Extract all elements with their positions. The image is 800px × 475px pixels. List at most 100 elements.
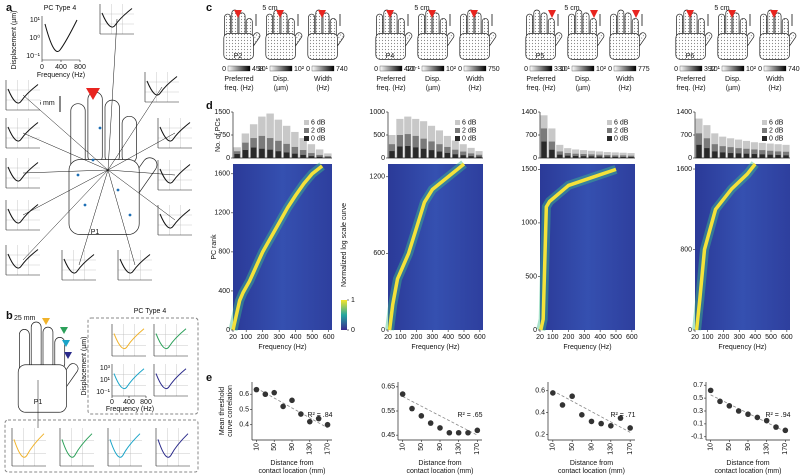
connector: [22, 132, 109, 171]
y-tick-label: 0: [226, 327, 230, 334]
legend-label: 0 dB: [769, 135, 784, 142]
x-tick-label: 170: [324, 443, 331, 455]
hist-bar: [759, 150, 766, 158]
hist-bar: [611, 152, 619, 158]
colorbar-min: 10¹: [560, 66, 571, 73]
hist-bar: [308, 156, 315, 158]
participant-label: P4: [386, 53, 395, 60]
hist-bar: [307, 144, 316, 158]
x-tick-label: 100: [395, 334, 407, 341]
hand-b-palm: [17, 364, 67, 413]
mini-plot-curve: [119, 254, 151, 274]
point: [588, 418, 595, 425]
y-tick-label: 0: [688, 155, 692, 162]
x-tick-label: 200: [563, 334, 575, 341]
point: [437, 425, 443, 431]
colorbar-label: (µm): [576, 85, 591, 92]
contact-dot: [91, 158, 95, 162]
legend-swatch: [762, 128, 767, 133]
x-axis-label: Frequency (Hz): [718, 344, 766, 351]
x-tick-label: 10: [550, 443, 557, 451]
x-tick-label: 170: [474, 443, 481, 455]
hist-bar: [612, 155, 619, 158]
hist-bar: [759, 154, 765, 158]
mini-plot: [60, 428, 94, 466]
inset-xtick-label: 400: [123, 399, 135, 406]
inset-curve: [44, 19, 78, 52]
y-tick-label: 800: [218, 249, 230, 256]
point: [315, 415, 322, 422]
connector: [78, 169, 109, 266]
scale-label: 5 cm: [564, 5, 579, 12]
hand-a-finger: [121, 115, 137, 164]
marker: [632, 10, 640, 18]
hist-bar: [444, 152, 450, 158]
point: [280, 403, 286, 410]
colorbar: [679, 65, 703, 72]
colorbar-max: 10²: [446, 66, 457, 73]
hist-bar: [612, 156, 618, 158]
point: [707, 387, 714, 394]
hist-bar: [468, 156, 474, 158]
hist-bar: [413, 147, 419, 158]
colorbar-label: Preferred: [376, 76, 405, 83]
colorbar-label: (µm): [426, 85, 441, 92]
colorbar-label: (Hz): [768, 85, 781, 92]
legend-swatch: [304, 120, 309, 125]
heatmap: [388, 164, 483, 330]
y-tick-label: 0.2: [535, 431, 545, 438]
hist-bar: [242, 150, 249, 158]
hist-bar: [428, 150, 435, 158]
legend-label: 0 dB: [614, 135, 629, 142]
y-tick-label: 1600: [676, 166, 692, 173]
scale-label: 5 cm: [414, 5, 429, 12]
hist-bar: [275, 140, 282, 158]
x-tick-label: 10: [400, 443, 407, 451]
x-tick-label: 600: [626, 334, 638, 341]
contact-dot: [98, 126, 102, 130]
point: [289, 397, 295, 404]
point: [446, 429, 453, 436]
scale-label: 5 cm: [714, 5, 729, 12]
hist-bar: [580, 154, 587, 158]
hist-bar: [565, 155, 571, 158]
panel-label: a: [6, 2, 13, 14]
colorbar-max: 392: [704, 66, 716, 73]
connector: [107, 169, 176, 176]
colorbar-min: 0: [374, 66, 378, 73]
hist-bar: [743, 153, 750, 158]
marker: [590, 10, 598, 18]
point: [262, 391, 269, 398]
hand-a-finger: [104, 99, 120, 164]
y-tick-label: 0.55: [381, 408, 395, 415]
colorbar-label: Disp.: [273, 76, 289, 83]
r2-label: R² = .94: [765, 412, 790, 419]
hist-bar: [452, 149, 459, 158]
hist-bar: [467, 147, 475, 158]
inset-xlabel: Frequency (Hz): [106, 406, 154, 413]
hist-bar: [475, 151, 483, 158]
hist-bar: [712, 151, 718, 158]
colorbar-min: 0: [222, 66, 226, 73]
mini-plot-curve: [113, 368, 145, 390]
mini-plot-curve: [7, 122, 39, 142]
y-tick-label: 0.6: [239, 391, 249, 398]
y-tick-label: 0: [688, 327, 692, 334]
hist-bar: [250, 147, 257, 158]
x-tick-label: 130: [608, 443, 615, 455]
inset-ylabel: Displacement (µm): [11, 11, 18, 70]
colorbar-max: 740: [336, 66, 348, 73]
hist-bar: [588, 156, 595, 158]
connector: [22, 169, 109, 216]
x-axis-label: Frequency (Hz): [563, 344, 611, 351]
hist-bar: [620, 155, 627, 158]
marker: [770, 10, 778, 18]
legend-label: 2 dB: [614, 127, 629, 134]
hist-bar: [460, 155, 466, 158]
legend-swatch: [455, 120, 460, 125]
point: [271, 389, 278, 396]
y-tick-label: 700: [680, 132, 692, 139]
x-tick-label: 300: [426, 334, 438, 341]
legend-swatch: [455, 136, 460, 141]
x-tick-label: 130: [307, 443, 314, 455]
